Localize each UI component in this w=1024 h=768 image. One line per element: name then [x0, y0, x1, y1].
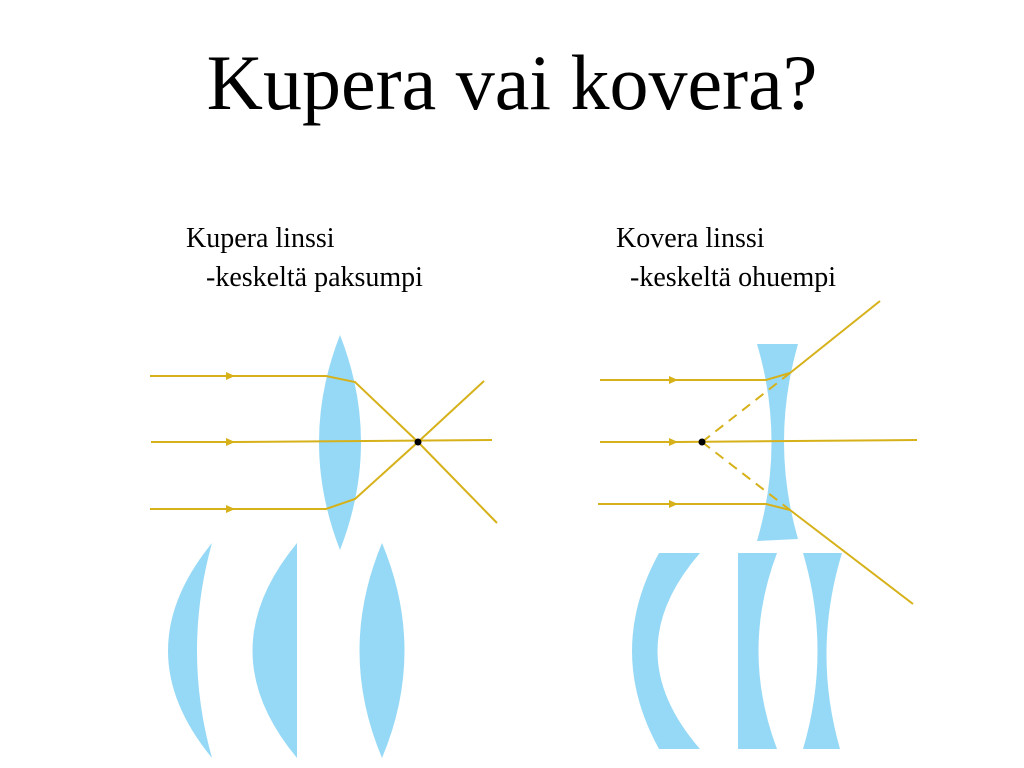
concave-focal-point — [698, 438, 706, 446]
concave-lens-types — [632, 553, 842, 749]
lens-negative-meniscus — [632, 553, 700, 749]
lens-biconvex — [359, 543, 405, 758]
convex-lens-types — [168, 543, 405, 758]
concave-diagram — [598, 300, 918, 605]
concave-virtual-ray-bottom — [701, 441, 791, 511]
convex-lens-description: -keskeltä paksumpi — [206, 262, 423, 293]
convex-lens-heading: Kupera linssi — [186, 223, 335, 254]
convex-lens — [319, 335, 361, 550]
page-title: Kupera vai kovera? — [206, 39, 818, 126]
concave-lens — [757, 344, 798, 541]
convex-diagram — [150, 335, 498, 550]
convex-ray-bottom — [234, 380, 485, 510]
concave-ray-top — [677, 300, 881, 381]
lens-plano-convex — [252, 543, 297, 758]
concave-ray-bottom — [677, 503, 914, 605]
convex-ray-middle — [233, 439, 493, 443]
concave-lens-description: -keskeltä ohuempi — [630, 262, 837, 293]
concave-virtual-ray-top — [701, 372, 791, 443]
convex-ray-top — [234, 375, 498, 524]
concave-lens-heading: Kovera linssi — [616, 223, 765, 254]
lens-biconcave — [803, 553, 842, 749]
lens-plano-concave — [738, 553, 777, 749]
lens-positive-meniscus — [168, 543, 212, 758]
concave-ray-middle — [676, 439, 918, 443]
convex-focal-point — [414, 438, 422, 446]
